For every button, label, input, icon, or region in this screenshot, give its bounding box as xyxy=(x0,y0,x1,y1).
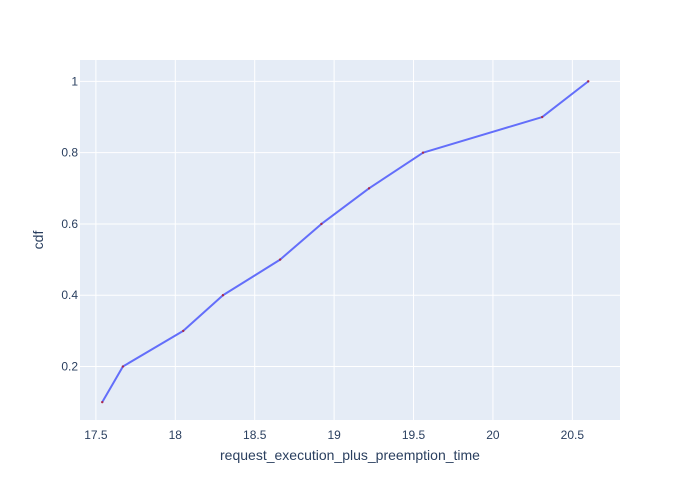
y-axis-ticks: 0.2 0.4 0.6 0.8 1 xyxy=(61,74,78,373)
series-layer xyxy=(101,80,590,404)
data-point xyxy=(320,222,323,226)
plot-area xyxy=(80,60,620,420)
data-point xyxy=(540,115,544,119)
x-tick-label: 18 xyxy=(169,428,183,442)
y-tick-label: 0.4 xyxy=(61,288,78,302)
x-axis-title: request_execution_plus_preemption_time xyxy=(220,447,480,463)
data-point xyxy=(278,258,282,261)
data-point xyxy=(421,151,425,154)
data-point xyxy=(101,400,104,404)
data-point xyxy=(587,80,590,83)
y-tick-label: 0.8 xyxy=(61,146,78,160)
y-tick-label: 0.6 xyxy=(61,217,78,231)
y-tick-label: 0.2 xyxy=(61,360,78,374)
x-tick-label: 19.5 xyxy=(402,428,426,442)
data-point xyxy=(367,187,371,190)
x-tick-label: 19 xyxy=(327,428,341,442)
y-axis-title: cdf xyxy=(30,231,46,250)
data-point xyxy=(182,329,185,333)
gridlines xyxy=(80,60,620,420)
x-tick-label: 20 xyxy=(486,428,500,442)
x-tick-label: 17.5 xyxy=(84,428,108,442)
data-point xyxy=(221,294,225,297)
cdf-line xyxy=(101,80,589,403)
x-axis-ticks: 17.5 18 18.5 19 19.5 20 20.5 xyxy=(84,428,584,442)
x-tick-label: 20.5 xyxy=(561,428,585,442)
y-tick-label: 1 xyxy=(71,74,78,88)
x-tick-label: 18.5 xyxy=(243,428,267,442)
data-point xyxy=(121,365,125,368)
